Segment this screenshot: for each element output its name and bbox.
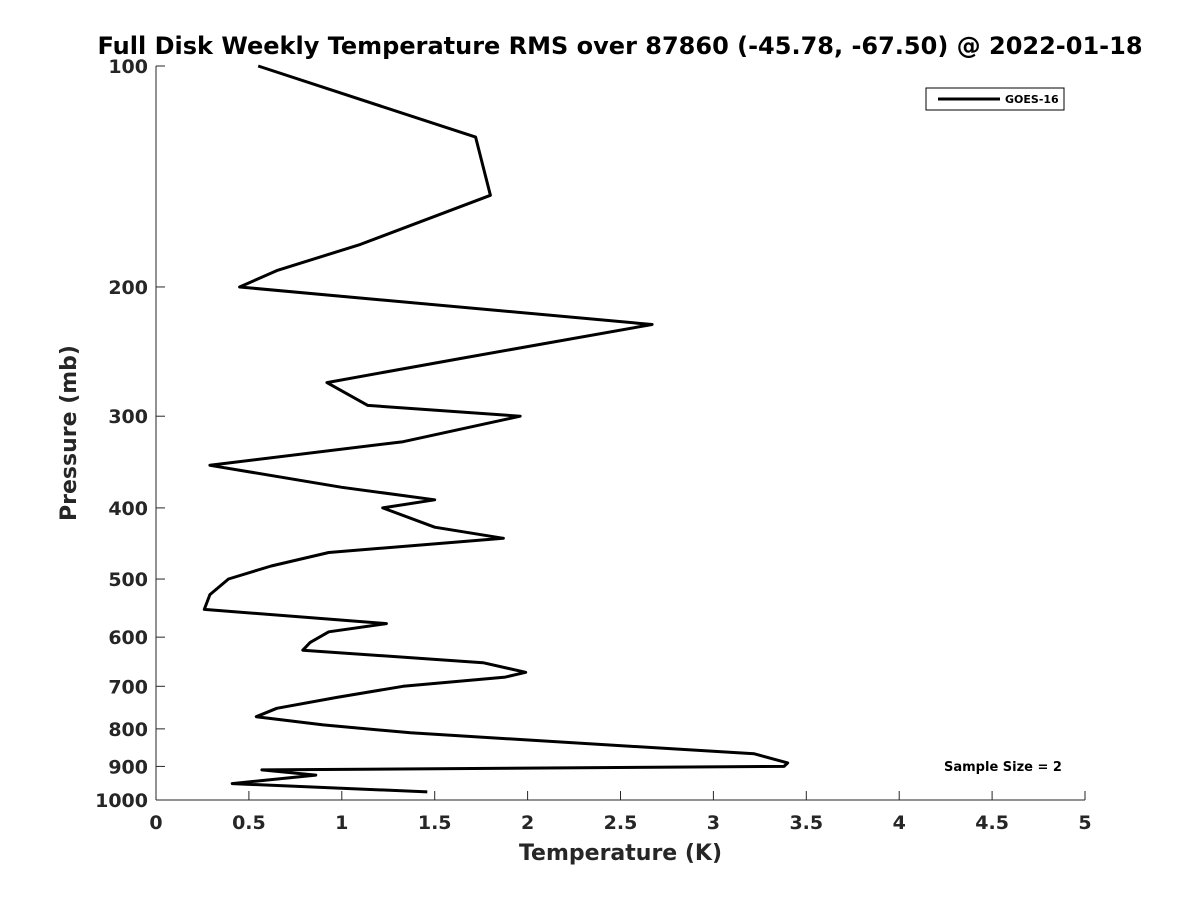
sample-size-annotation: Sample Size = 2 [944,760,1062,775]
series-layer [202,64,790,794]
legend: GOES-16 [925,87,1065,111]
y-tick-label: 900 [108,756,148,778]
y-tick-label: 500 [108,569,148,591]
x-tick-label: 2 [521,812,534,834]
legend-label-goes-16: GOES-16 [1005,93,1059,106]
x-tick-label: 2.5 [604,812,638,834]
x-axis-label: Temperature (K) [519,841,722,866]
axes [155,66,1085,801]
y-axis-label: Pressure (mb) [57,345,82,521]
x-tick-label: 4.5 [975,812,1009,834]
x-axis-ticks: 0 0.5 1 1.5 2 2.5 3 3.5 4 4.5 5 [149,791,1092,834]
x-tick-label: 4 [893,812,906,834]
x-tick-label: 0.5 [232,812,266,834]
y-tick-label: 1000 [95,790,148,812]
x-tick-label: 5 [1078,812,1091,834]
x-tick-label: 1 [335,812,348,834]
x-tick-label: 3 [707,812,720,834]
y-tick-label: 200 [108,277,148,299]
series-line-goes-16 [202,64,790,794]
x-tick-label: 1.5 [418,812,452,834]
y-tick-label: 700 [108,676,148,698]
y-tick-label: 300 [108,406,148,428]
chart-title: Full Disk Weekly Temperature RMS over 87… [97,32,1142,60]
y-tick-label: 100 [108,56,148,78]
x-tick-label: 3.5 [789,812,823,834]
y-tick-label: 800 [108,719,148,741]
y-axis-ticks: 100 200 300 400 500 600 700 800 900 1000 [95,56,165,812]
y-tick-label: 400 [108,498,148,520]
x-tick-label: 0 [149,812,162,834]
y-tick-label: 600 [108,627,148,649]
